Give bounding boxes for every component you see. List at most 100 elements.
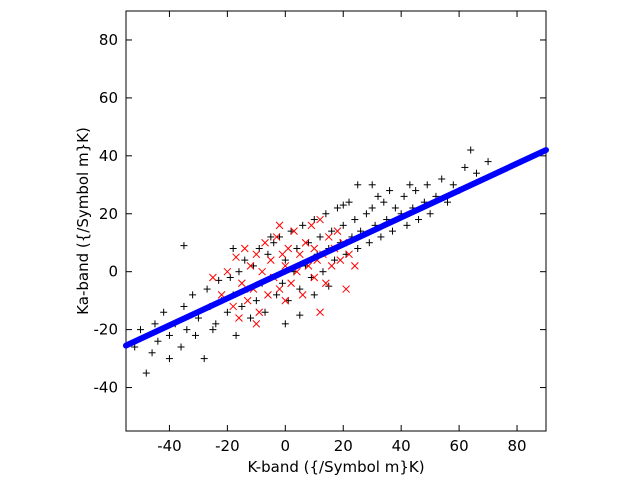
x-tick-label: 20	[334, 437, 353, 455]
plus-point	[165, 331, 173, 339]
plus-point	[368, 181, 376, 189]
x-point	[229, 302, 238, 311]
plus-point	[160, 308, 168, 316]
plus-point	[322, 210, 330, 218]
plus-point	[261, 308, 269, 316]
plus-point	[406, 181, 414, 189]
y-axis: -40 -20 0 20 40 60 80	[94, 31, 546, 397]
plus-point	[192, 331, 200, 339]
x-point	[240, 244, 249, 253]
plus-point	[377, 233, 385, 241]
plus-point	[423, 181, 431, 189]
plus-point	[136, 326, 144, 334]
x-point	[232, 253, 240, 262]
x-point	[287, 279, 295, 288]
plus-point	[365, 239, 373, 247]
plot-series	[123, 146, 549, 377]
x-point	[316, 308, 324, 317]
plus-point	[339, 201, 347, 209]
x-point	[336, 256, 345, 264]
x-point	[316, 215, 324, 224]
plus-point	[238, 302, 246, 310]
x-tick-label: -40	[157, 437, 182, 455]
plus-point	[235, 268, 243, 276]
x-point	[327, 262, 336, 270]
x-tick-label: 80	[507, 437, 526, 455]
plus-point	[354, 245, 362, 253]
plus-point	[212, 320, 220, 328]
x-point	[272, 233, 281, 241]
plus-point	[209, 326, 217, 334]
x-point	[258, 267, 266, 276]
plus-point	[165, 355, 173, 363]
plus-point	[380, 198, 388, 206]
plus-point	[415, 216, 423, 224]
plus-point	[241, 256, 249, 264]
y-tick-label: 0	[108, 263, 118, 281]
x-point	[275, 285, 284, 293]
y-tick-label: 40	[99, 147, 118, 165]
x-point	[290, 227, 298, 235]
plus-point	[345, 198, 353, 206]
x-point	[342, 285, 350, 293]
plus-point	[316, 233, 324, 241]
x-point	[350, 262, 359, 270]
plus-point	[391, 204, 399, 212]
x-point	[266, 256, 275, 264]
plus-point	[467, 146, 475, 154]
plus-point	[351, 216, 359, 224]
plus-point	[386, 187, 394, 195]
y-tick-label: 20	[99, 205, 118, 223]
x-point	[264, 291, 272, 299]
plus-point	[203, 285, 211, 293]
plus-point	[461, 163, 469, 171]
x-point	[295, 250, 304, 259]
plus-point	[299, 221, 307, 229]
plus-point	[252, 297, 260, 305]
plus-point	[449, 181, 457, 189]
x-point	[252, 319, 261, 328]
y-tick-label: -40	[94, 379, 119, 397]
plus-point	[374, 192, 382, 200]
x-point	[281, 296, 290, 305]
plus-point	[194, 314, 202, 322]
plus-point	[339, 221, 347, 229]
x-point	[310, 244, 319, 253]
y-tick-label: 60	[99, 89, 118, 107]
x-point	[345, 250, 353, 259]
x-point	[284, 244, 293, 253]
plus-point	[183, 326, 191, 334]
x-point	[307, 221, 316, 230]
x-point	[238, 279, 246, 288]
x-point	[275, 221, 284, 230]
x-tick-label: -20	[215, 437, 240, 455]
plus-point	[200, 355, 208, 363]
plus-point	[403, 221, 411, 229]
plus-point	[333, 204, 341, 212]
plus-point	[296, 311, 304, 319]
plus-point	[281, 320, 289, 328]
x-point	[252, 250, 261, 259]
plus-point	[310, 291, 318, 299]
x-tick-label: 40	[392, 437, 411, 455]
x-point	[301, 238, 310, 247]
x-point	[261, 238, 269, 247]
plus-point	[400, 192, 408, 200]
plus-point	[444, 198, 452, 206]
plus-point	[189, 291, 197, 299]
x-tick-label: 60	[450, 437, 469, 455]
plus-point	[354, 181, 362, 189]
plus-point	[247, 314, 255, 322]
x-axis-title: K-band ({/Symbol m}K)	[247, 458, 424, 476]
x-point	[246, 262, 255, 270]
plus-point	[151, 320, 159, 328]
plus-point	[223, 308, 231, 316]
plus-point	[154, 337, 162, 345]
x-point	[298, 291, 307, 299]
x-tick-label: 0	[281, 437, 291, 455]
plus-point	[412, 187, 420, 195]
x-axis: -40 -20 0 20 40 60 80	[157, 11, 527, 455]
x-point	[223, 267, 232, 276]
plus-point	[472, 169, 480, 177]
